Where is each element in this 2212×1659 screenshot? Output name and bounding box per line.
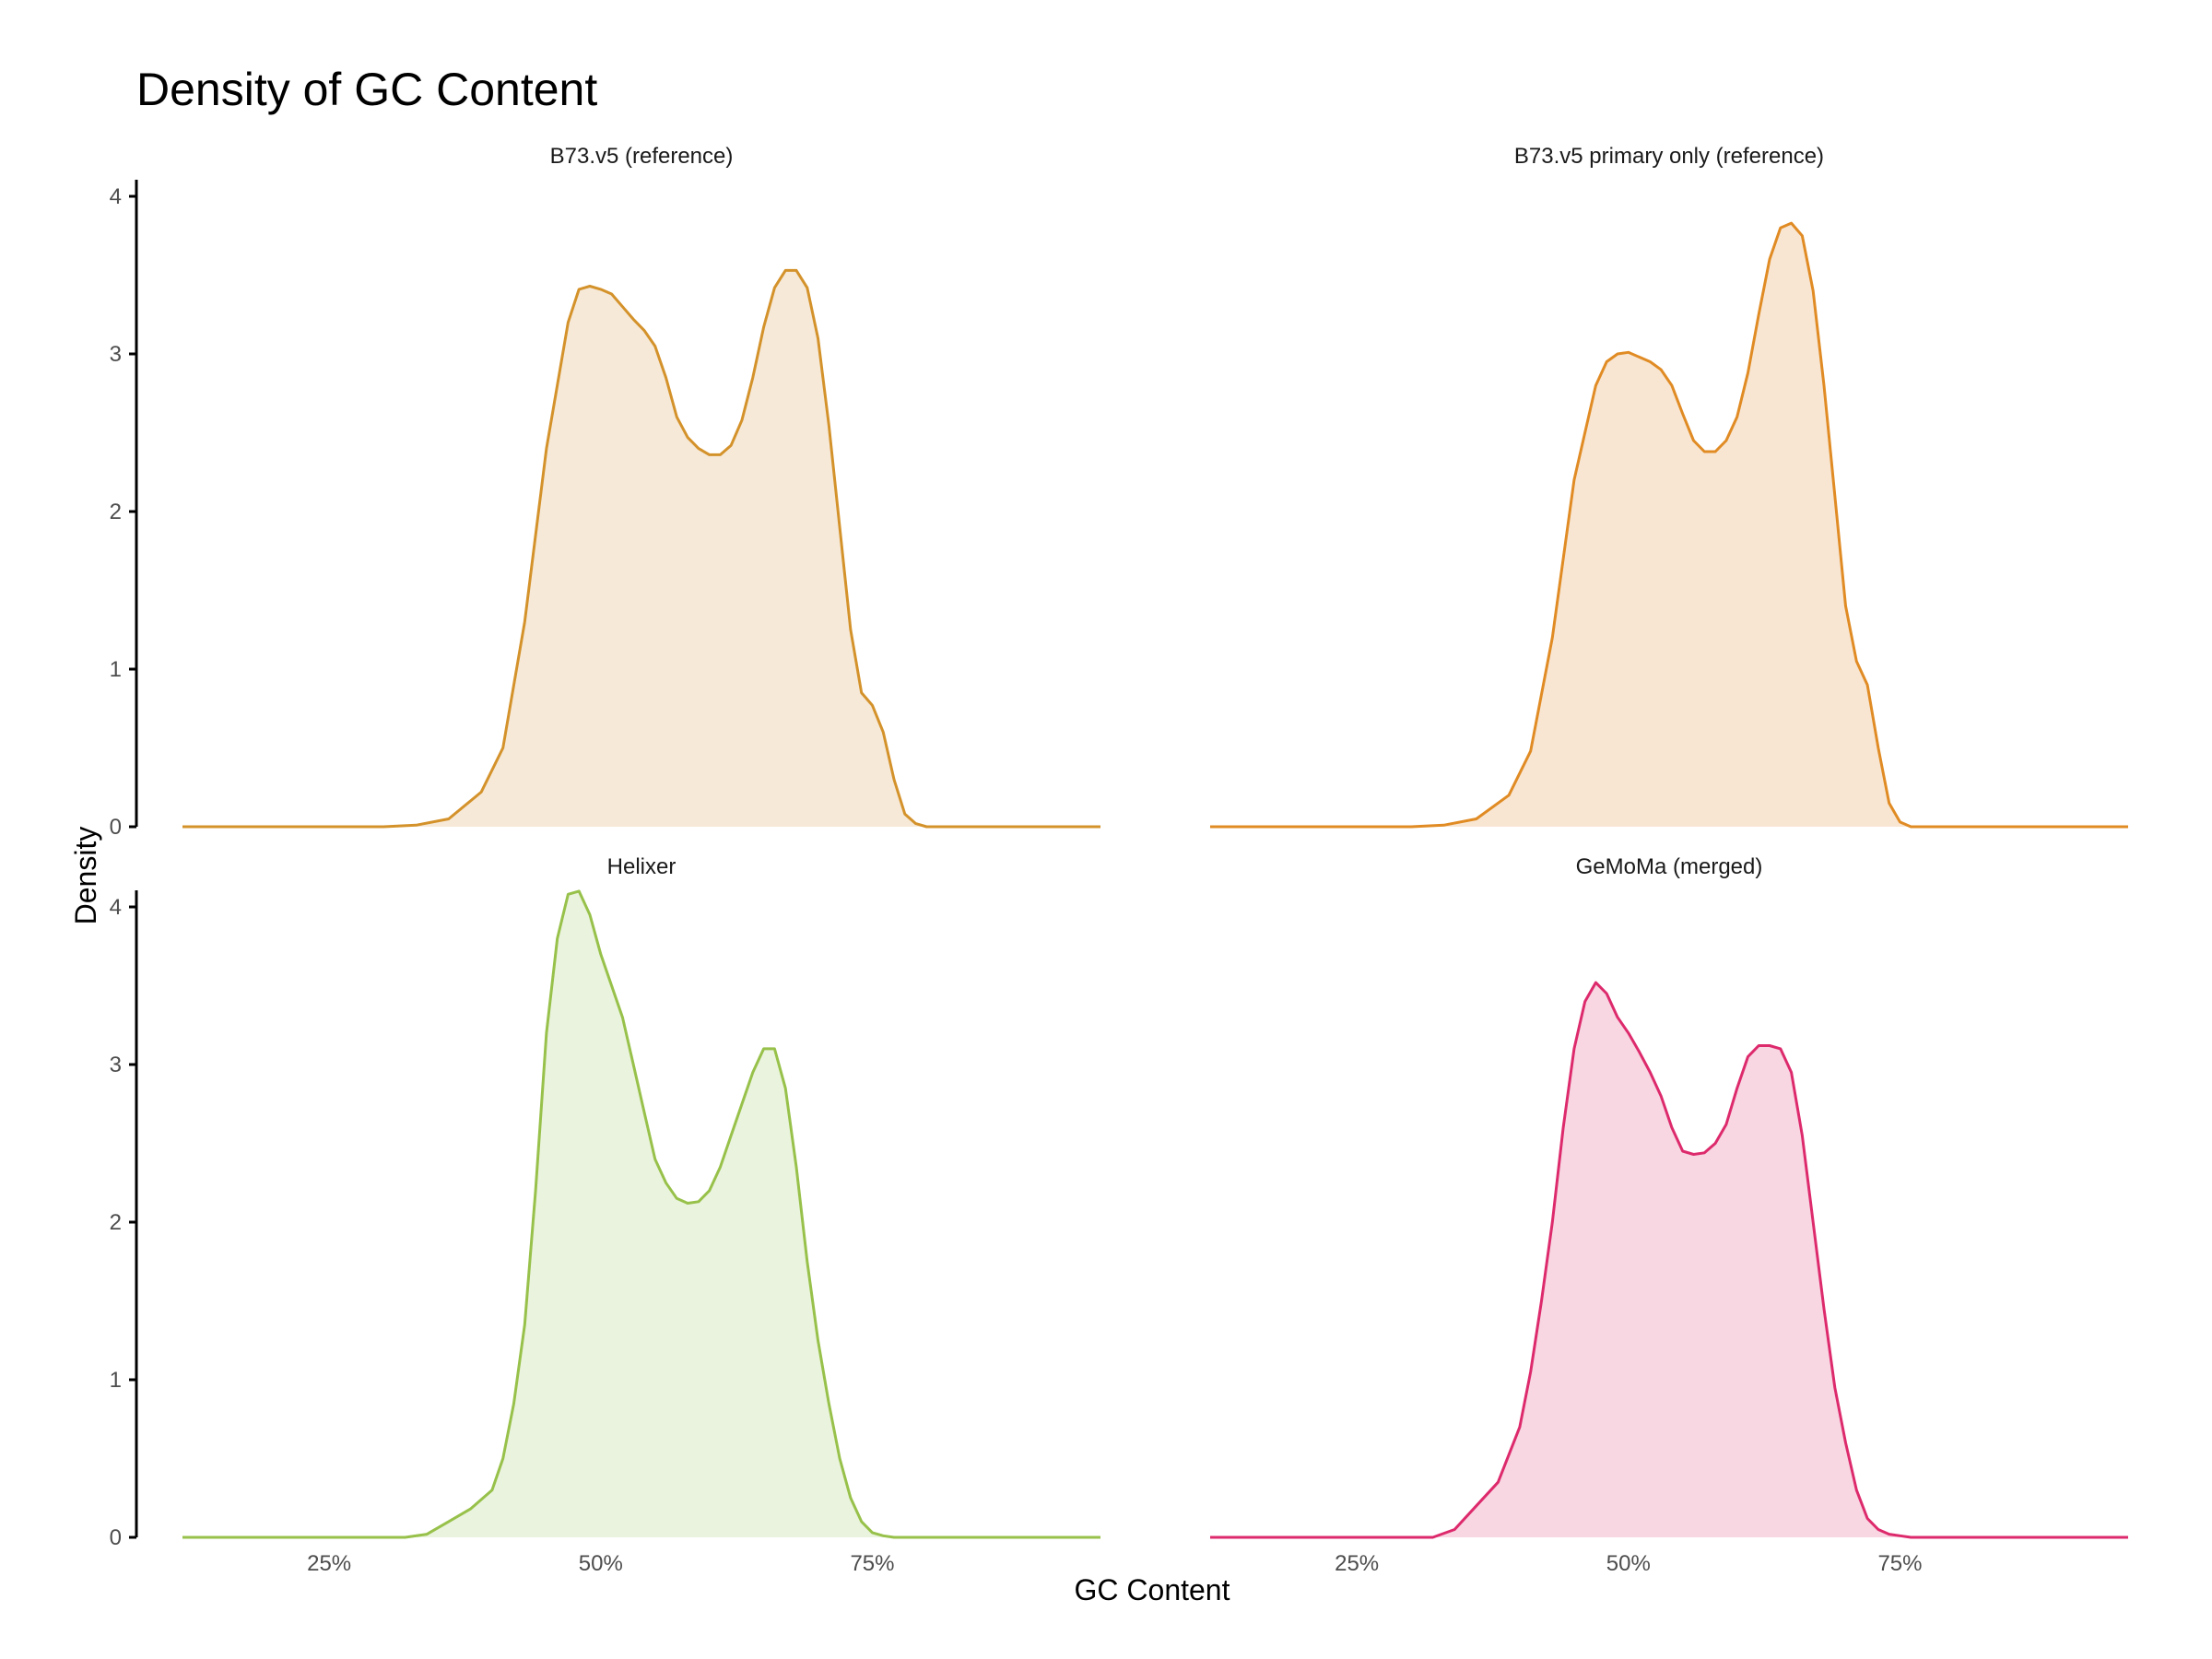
density-line	[1210, 981, 2128, 1539]
x-tick-label: 25%	[1335, 1551, 1379, 1576]
density-line	[1210, 221, 2128, 829]
y-tick-label: 4	[110, 184, 122, 209]
y-tick-label: 1	[110, 657, 122, 682]
density-line	[182, 268, 1100, 829]
y-tick-label: 0	[110, 1525, 122, 1550]
y-axis-title: Density	[69, 827, 102, 925]
panel-4: GeMoMa (merged) 25% 50% 75%	[1210, 854, 2128, 1576]
density-area	[182, 890, 1100, 1537]
y-tick-label: 3	[110, 342, 122, 367]
density-area	[1210, 982, 2128, 1537]
x-tick-label: 25%	[307, 1551, 351, 1576]
y-tick-label: 4	[110, 895, 122, 920]
y-tick-label: 3	[110, 1053, 122, 1077]
x-tick-label: 75%	[850, 1551, 894, 1576]
chart-title: Density of GC Content	[136, 64, 597, 115]
y-tick-label: 0	[110, 815, 122, 840]
facet-panels: B73.v5 (reference) 0 1 2 3 4 B73.v5 primary on…	[110, 144, 2128, 1576]
panel-title: B73.v5 (reference)	[550, 144, 734, 169]
density-line	[182, 889, 1100, 1539]
panel-title: Helixer	[607, 854, 677, 879]
density-area	[1210, 223, 2128, 828]
y-tick-label: 1	[110, 1368, 122, 1393]
x-tick-label: 50%	[1606, 1551, 1651, 1576]
y-tick-label: 2	[110, 500, 122, 524]
panel-title: GeMoMa (merged)	[1576, 854, 1763, 879]
x-tick-label: 50%	[579, 1551, 623, 1576]
panel-1: B73.v5 (reference) 0 1 2 3 4	[110, 144, 1100, 840]
x-axis-title: GC Content	[1075, 1573, 1230, 1606]
panel-3: Helixer 0 1 2 3 4 25% 50% 75%	[110, 854, 1100, 1576]
density-area	[182, 270, 1100, 827]
y-tick-label: 2	[110, 1210, 122, 1235]
panel-2: B73.v5 primary only (reference)	[1210, 144, 2128, 829]
panel-title: B73.v5 primary only (reference)	[1514, 144, 1824, 169]
x-tick-label: 75%	[1877, 1551, 1922, 1576]
